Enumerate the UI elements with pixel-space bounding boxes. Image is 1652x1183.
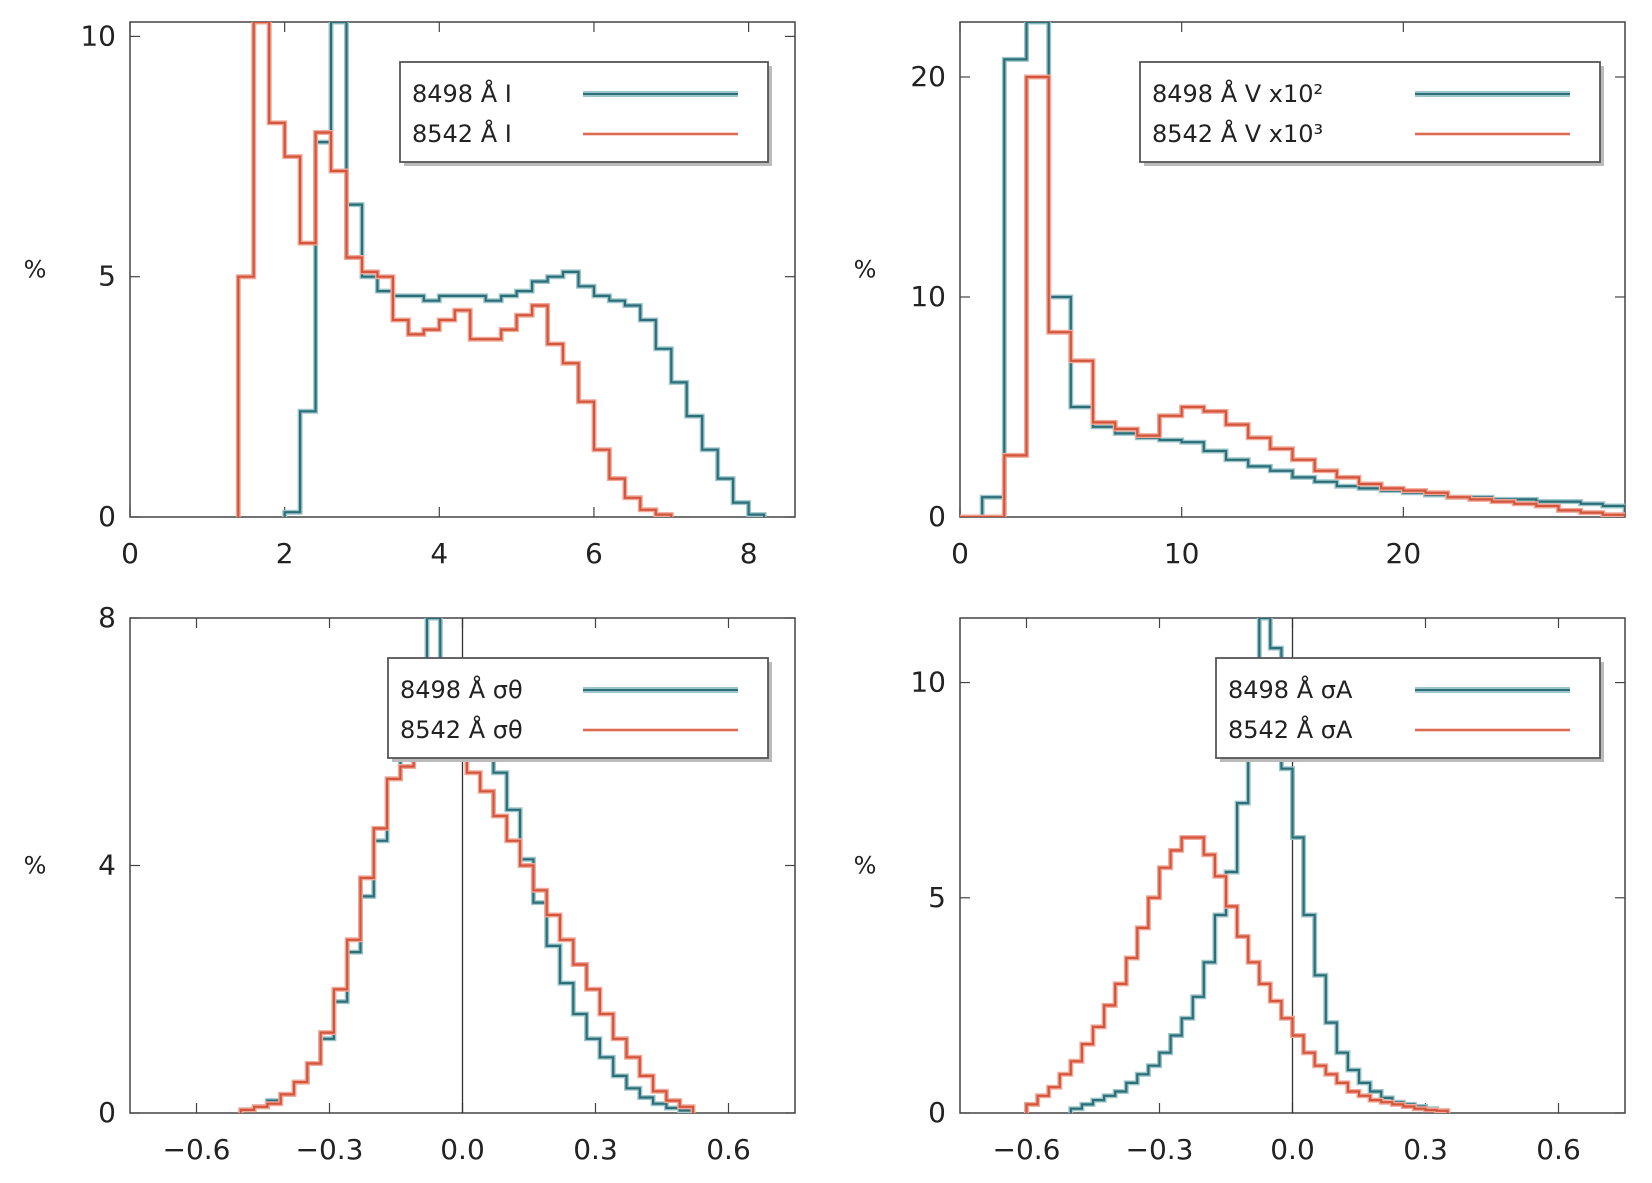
x-tick-label: 0	[951, 537, 969, 570]
panel-sigma-theta: 0 4 8 −0.6 −0.3 0.0 0.3 0.6% 8498 Å σθ 8542 Å σθ	[24, 601, 796, 1166]
plot-frame	[959, 21, 1626, 518]
x-tick-label: 0.3	[573, 1133, 618, 1166]
y-axis-label: %	[24, 852, 47, 880]
y-tick-label: 10	[910, 280, 946, 313]
legend: 8498 Å I 8542 Å I	[399, 61, 772, 166]
panel-sigma-a: 0 5 10 −0.6 −0.3 0.0 0.3 0.6% 8498 Å σA 8542 Å σA	[854, 617, 1626, 1166]
x-tick-label: 20	[1386, 537, 1422, 570]
legend-label: 8498 Å σθ	[400, 675, 523, 704]
x-tick-label: 2	[276, 537, 294, 570]
y-tick-label: 0	[98, 1096, 116, 1129]
legend-frame	[1139, 61, 1601, 163]
legend-label: 8498 Å σA	[1228, 675, 1353, 704]
x-tick-label: 0.0	[440, 1133, 485, 1166]
legend-frame	[399, 61, 769, 163]
y-axis-label: %	[854, 852, 877, 880]
x-tick-label: 8	[740, 537, 758, 570]
legend: 8498 Å σA 8542 Å σA	[1215, 657, 1604, 762]
x-tick-label: 10	[1164, 537, 1200, 570]
legend-label: 8498 Å V x10²	[1152, 79, 1323, 108]
series-1-line	[960, 75, 1625, 517]
x-tick-label: 4	[430, 537, 448, 570]
x-tick-label: 0.6	[1536, 1133, 1581, 1166]
panel-intensity: 0 5 10 0 2 4 6 8% 8498 Å I 8542 Å I	[24, 19, 796, 570]
x-tick-label: −0.3	[1126, 1133, 1194, 1166]
legend-label: 8542 Å I	[412, 119, 512, 148]
x-tick-label: 0.3	[1403, 1133, 1448, 1166]
x-tick-label: −0.6	[993, 1133, 1061, 1166]
plot-frame	[129, 21, 796, 518]
y-tick-label: 0	[98, 500, 116, 533]
series-1-line	[239, 740, 695, 1113]
x-tick-label: 0.6	[706, 1133, 751, 1166]
y-tick-label: 5	[98, 260, 116, 293]
x-tick-label: 6	[585, 537, 603, 570]
y-axis-label: %	[854, 256, 877, 284]
y-tick-label: 0	[928, 1096, 946, 1129]
x-tick-label: 0.0	[1270, 1133, 1315, 1166]
series-1-line	[237, 22, 673, 517]
x-tick-label: 0	[121, 537, 139, 570]
series-1-halo	[1024, 835, 1451, 1113]
series-0-line	[283, 22, 766, 517]
y-tick-label: 0	[928, 500, 946, 533]
legend-label: 8498 Å I	[412, 79, 512, 108]
y-tick-label: 10	[910, 666, 946, 699]
legend: 8498 Å V x10² 8542 Å V x10³	[1139, 61, 1604, 166]
x-tick-label: −0.6	[163, 1133, 231, 1166]
legend-label: 8542 Å σθ	[400, 715, 523, 744]
y-tick-label: 10	[80, 19, 116, 52]
y-axis-label: %	[24, 256, 47, 284]
panel-circular-polarization: 0 10 20 0 10 20% 8498 Å V x10² 8542 Å V x10³	[854, 21, 1626, 570]
series-1-line	[1025, 836, 1449, 1113]
legend: 8498 Å σθ 8542 Å σθ	[387, 657, 772, 762]
x-tick-label: −0.3	[296, 1133, 364, 1166]
legend-frame	[387, 657, 769, 759]
y-tick-label: 4	[98, 849, 116, 882]
legend-frame	[1215, 657, 1601, 759]
y-tick-label: 8	[98, 601, 116, 634]
y-tick-label: 20	[910, 60, 946, 93]
series-1-halo	[238, 739, 696, 1113]
legend-label: 8542 Å V x10³	[1152, 119, 1323, 148]
y-tick-label: 5	[928, 881, 946, 914]
legend-label: 8542 Å σA	[1228, 715, 1353, 744]
